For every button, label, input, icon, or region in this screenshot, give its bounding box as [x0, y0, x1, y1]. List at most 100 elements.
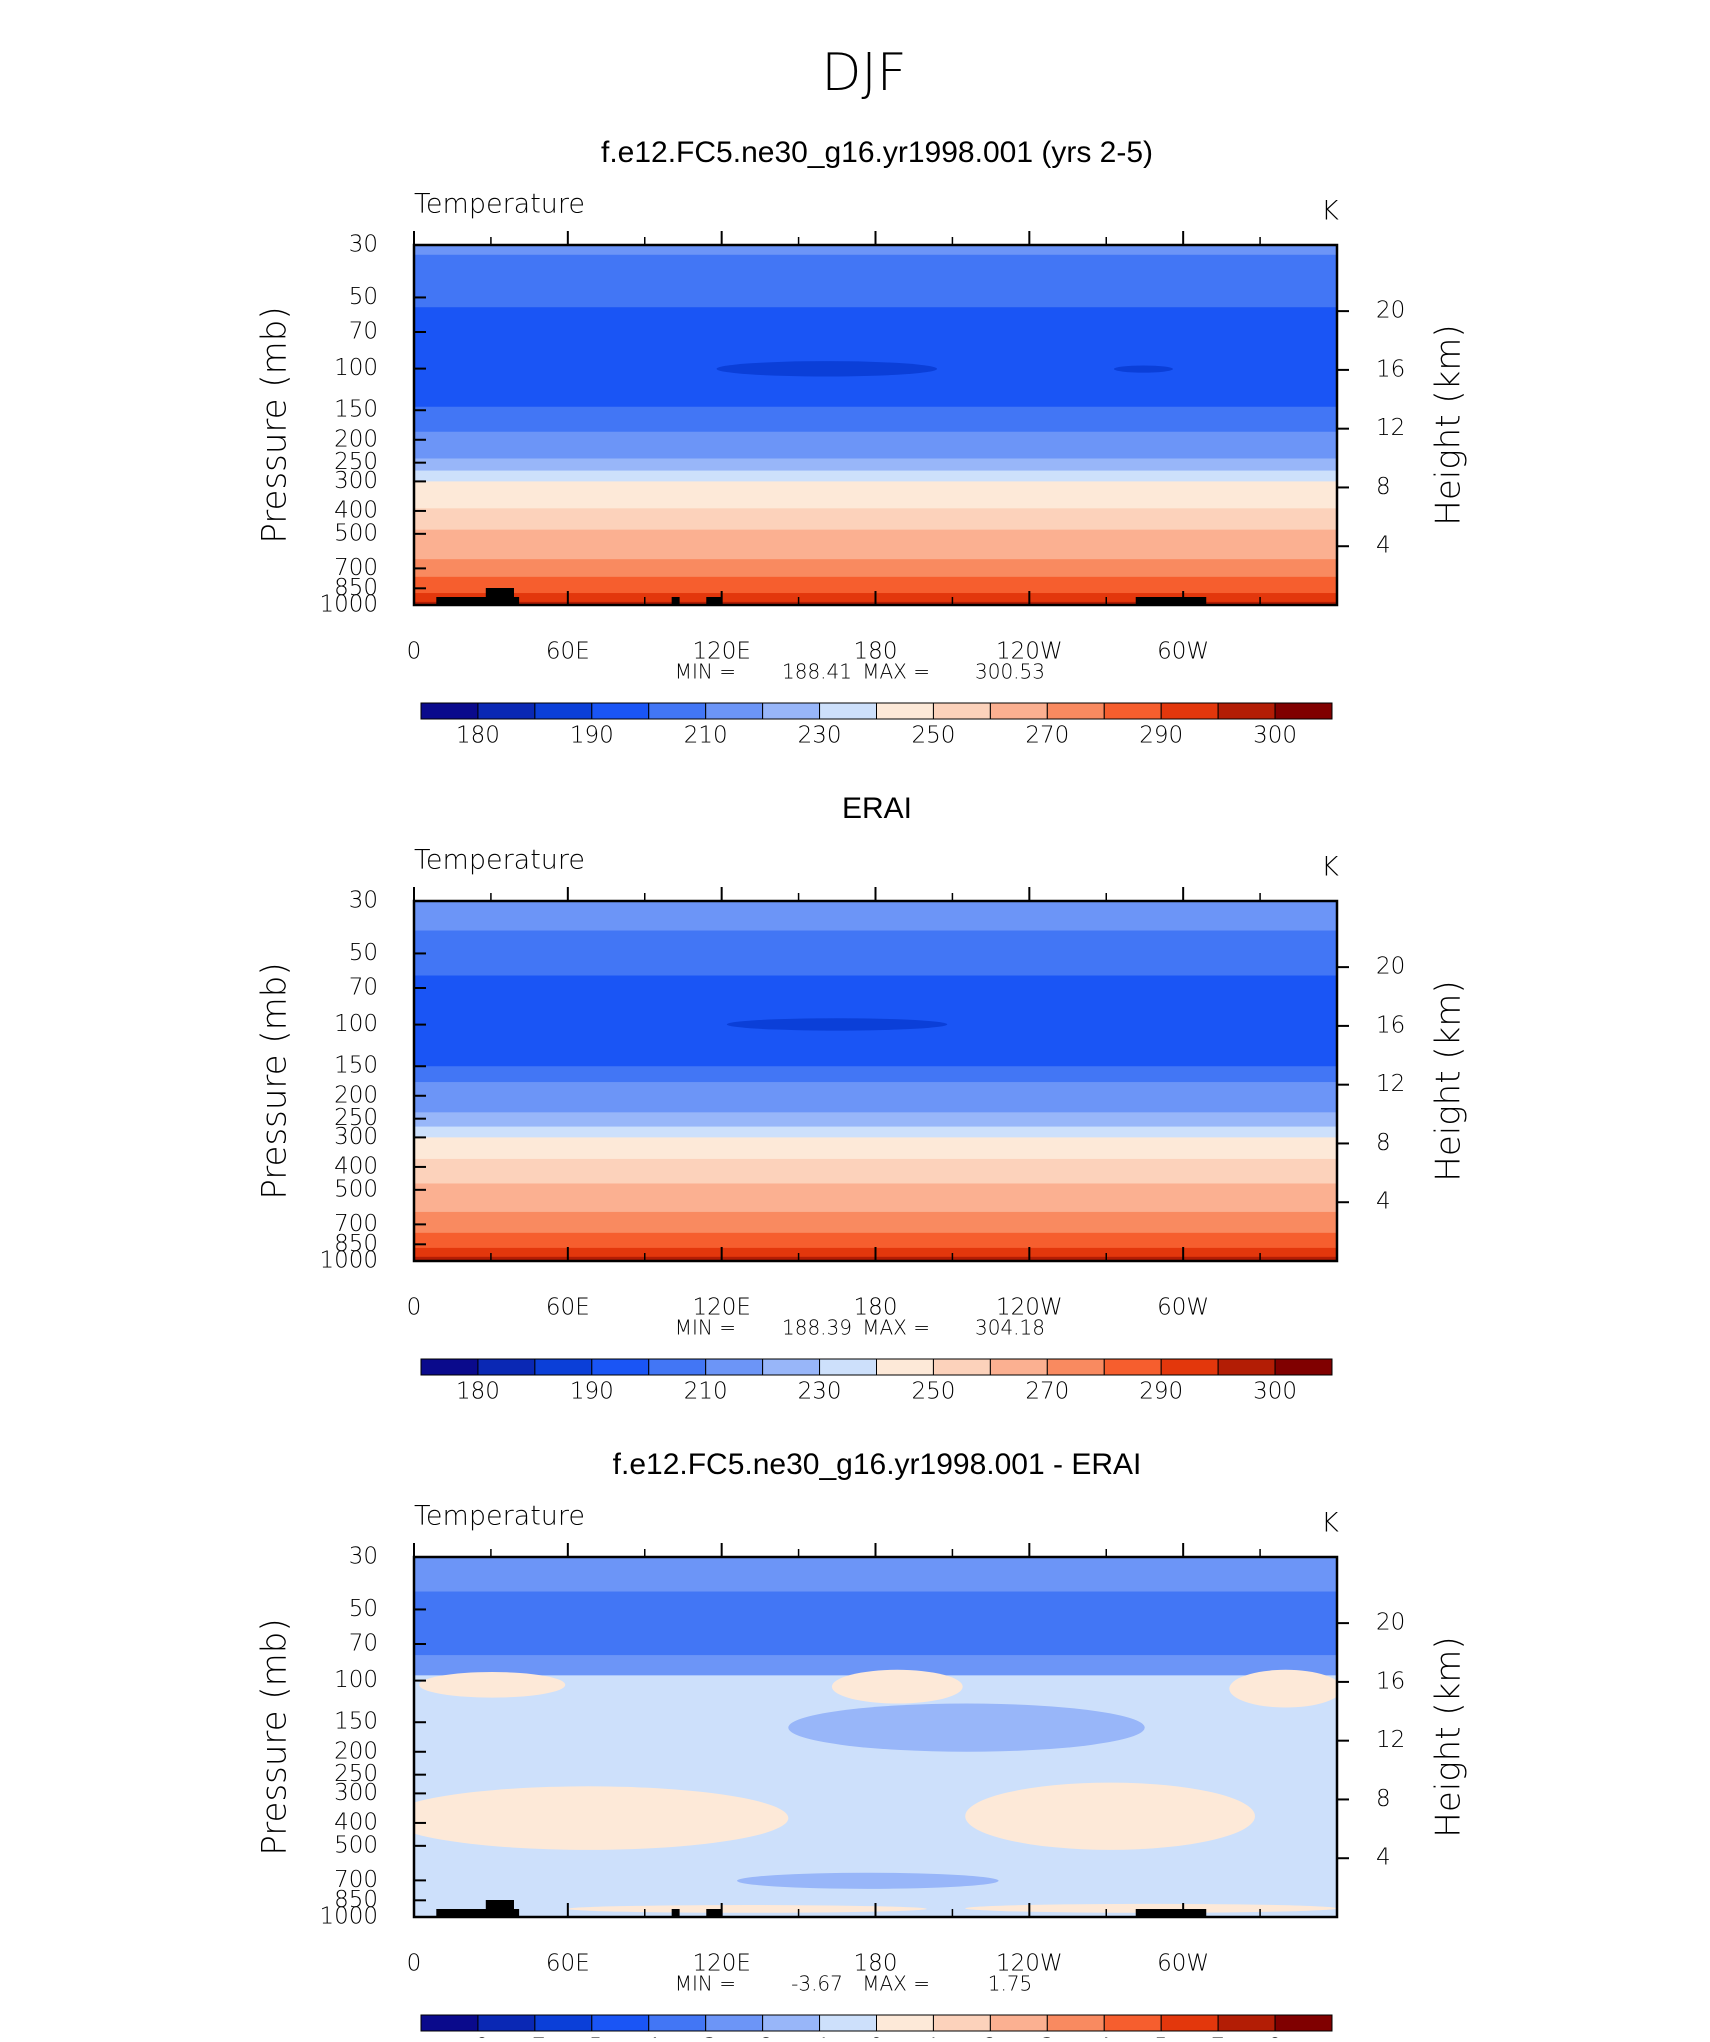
- topography: [706, 1909, 722, 1917]
- contour-patch: [965, 1782, 1255, 1850]
- topography: [671, 1909, 680, 1917]
- y-tick-label: 250: [334, 449, 378, 475]
- contour-band: [414, 1591, 1337, 1656]
- y2-tick-label: 8: [1376, 1130, 1391, 1156]
- colorbar-label: -4: [637, 2035, 660, 2039]
- contour-patch: [414, 1786, 789, 1850]
- y-tick-label: 100: [334, 1011, 378, 1037]
- topography: [436, 1909, 520, 1917]
- topography: [1135, 1909, 1207, 1917]
- y2-tick-label: 4: [1376, 1845, 1391, 1871]
- contour-band: [414, 307, 1337, 408]
- colorbar-box: [819, 1358, 877, 1376]
- y-tick-label: 30: [349, 888, 378, 914]
- x-tick-label: 120W: [996, 639, 1063, 665]
- colorbar-box: [1046, 2014, 1105, 2032]
- contour-band: [414, 1211, 1337, 1234]
- panel-title: f.e12.FC5.ne30_g16.yr1998.001 - ERAI: [613, 1448, 1142, 1481]
- colorbar-box: [477, 702, 536, 720]
- variable-label: Temperature: [414, 189, 585, 220]
- y-tick-label: 100: [334, 355, 378, 381]
- contour-band: [414, 1126, 1337, 1138]
- x-tick-label: 0: [407, 639, 422, 665]
- colorbar-box: [705, 1358, 764, 1376]
- y-tick-label: 250: [334, 1761, 378, 1787]
- colorbar-label: 250: [911, 723, 955, 749]
- contour-band: [414, 1158, 1337, 1184]
- colorbar-box: [762, 702, 821, 720]
- y-tick-label: 1000: [319, 592, 378, 618]
- contour-band: [414, 1232, 1337, 1249]
- colorbar-label: 180: [456, 1379, 500, 1405]
- y-tick-label: 850: [334, 1887, 378, 1913]
- y-tick-label: 30: [349, 232, 378, 258]
- units-label: K: [1321, 196, 1339, 227]
- colorbar-box: [932, 702, 991, 720]
- min-value: -3.67: [791, 1972, 843, 1996]
- y2-tick-label: 12: [1376, 415, 1405, 441]
- x-tick-label: 0: [407, 1295, 422, 1321]
- x-tick-label: 60E: [546, 1295, 590, 1321]
- y-tick-label: 70: [349, 974, 378, 1000]
- contour-band: [414, 576, 1337, 594]
- y2-tick-label: 12: [1376, 1727, 1405, 1753]
- colorbar-box: [876, 702, 934, 720]
- colorbar-box: [876, 2014, 934, 2032]
- contour-band: [414, 458, 1337, 472]
- y-axis-title: Pressure (mb): [255, 1618, 295, 1855]
- contour-patch: [567, 1905, 927, 1913]
- colorbar-label: 290: [1139, 723, 1183, 749]
- y-tick-label: 850: [334, 575, 378, 601]
- y2-tick-label: 20: [1376, 298, 1405, 324]
- contour-band: [414, 559, 1337, 578]
- y-tick-label: 1000: [319, 1904, 378, 1930]
- colorbar-label: 210: [684, 723, 728, 749]
- colorbar-box: [477, 2014, 536, 2032]
- units-label: K: [1321, 852, 1339, 883]
- colorbar-label: 210: [684, 1379, 728, 1405]
- contour-band: [414, 431, 1337, 459]
- colorbar-label: -5: [580, 2035, 603, 2039]
- colorbar-box: [591, 702, 650, 720]
- panel-title: ERAI: [842, 792, 912, 825]
- y2-axis-title: Height (km): [1429, 324, 1469, 525]
- contour-patch: [716, 361, 938, 377]
- y-tick-label: 50: [349, 940, 378, 966]
- colorbar-label: 290: [1139, 1379, 1183, 1405]
- contour-patch: [1229, 1669, 1337, 1708]
- colorbar-box: [762, 1358, 821, 1376]
- topography: [671, 597, 680, 605]
- x-tick-label: 60W: [1157, 639, 1209, 665]
- contour-patch: [788, 1703, 1145, 1752]
- contour-patch: [965, 1903, 1337, 1913]
- contour-band: [414, 406, 1337, 433]
- variable-label: Temperature: [414, 1501, 585, 1532]
- y-tick-label: 400: [334, 1153, 378, 1179]
- y-tick-label: 300: [334, 468, 378, 494]
- max-label: MAX =: [862, 1316, 930, 1340]
- topography: [706, 597, 722, 605]
- contour-band: [414, 1137, 1337, 1160]
- x-tick-label: 120E: [692, 639, 750, 665]
- contour-band: [414, 254, 1337, 308]
- colorbar-box: [819, 2014, 877, 2032]
- y-tick-label: 300: [334, 1780, 378, 1806]
- colorbar-label: 5: [1154, 2035, 1169, 2039]
- x-tick-label: 180: [854, 1951, 898, 1977]
- min-label: MIN =: [675, 1972, 736, 1996]
- min-value: 188.39: [782, 1316, 852, 1340]
- y-tick-label: 500: [334, 1832, 378, 1858]
- x-tick-label: 60W: [1157, 1951, 1209, 1977]
- y-tick-label: 200: [334, 1082, 378, 1108]
- colorbar-box: [1160, 1358, 1219, 1376]
- colorbar-label: -7: [523, 2035, 546, 2039]
- y-axis-title: Pressure (mb): [255, 306, 295, 543]
- colorbar-box: [1103, 2014, 1162, 2032]
- y2-tick-label: 4: [1376, 1189, 1391, 1215]
- max-value: 1.75: [988, 1972, 1033, 1996]
- contour-band: [414, 245, 1337, 256]
- colorbar-box: [932, 2014, 991, 2032]
- colorbar-box: [989, 2014, 1048, 2032]
- colorbar-box: [932, 1358, 991, 1376]
- y2-tick-label: 16: [1376, 356, 1405, 382]
